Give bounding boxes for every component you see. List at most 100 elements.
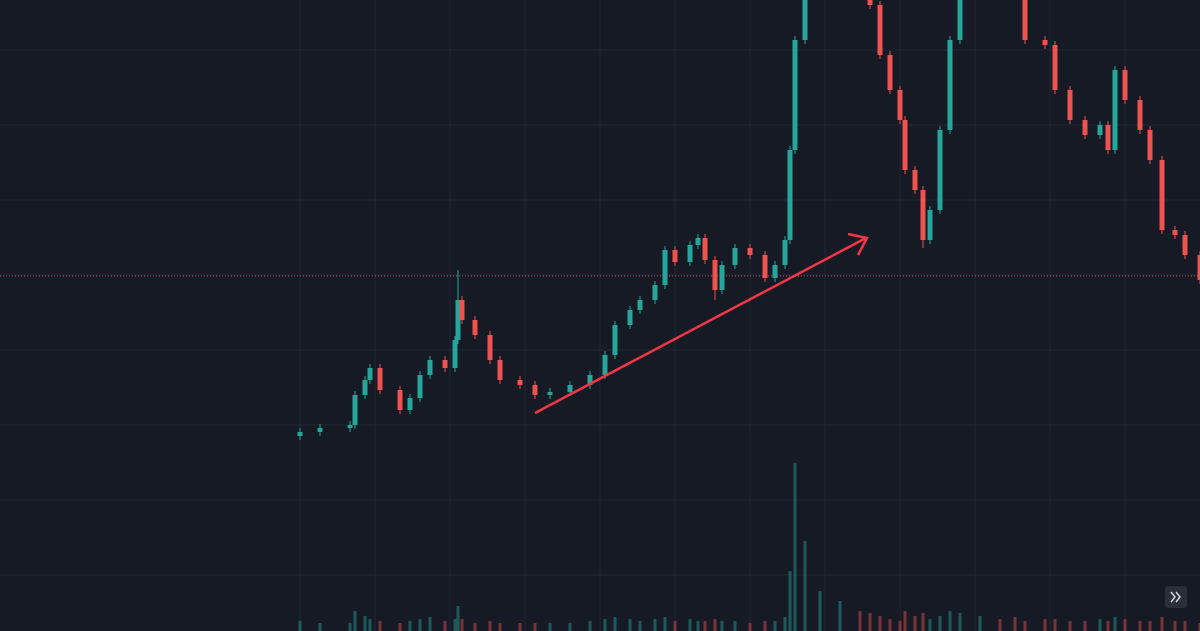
volume-bar xyxy=(788,571,792,631)
candle-body xyxy=(352,395,358,425)
volume-bar xyxy=(1113,617,1117,631)
volume-bar xyxy=(353,611,357,631)
volume-bar xyxy=(763,621,767,631)
volume-bar xyxy=(673,621,677,631)
volume-bar xyxy=(453,619,457,631)
candle-body xyxy=(602,355,608,375)
volume-bar xyxy=(318,623,322,631)
candle-body xyxy=(947,40,953,130)
scroll-icon[interactable] xyxy=(1170,591,1176,603)
candle-body xyxy=(695,238,701,245)
volume-bar xyxy=(688,619,692,631)
candle-body xyxy=(1082,120,1088,135)
volume-bar xyxy=(793,463,797,631)
candle-body xyxy=(902,120,908,170)
volume-bar xyxy=(958,613,962,631)
candle-body xyxy=(672,250,678,262)
candle-body xyxy=(367,368,373,380)
volume-bar xyxy=(603,619,607,631)
arrow-head xyxy=(847,232,869,256)
candle-body xyxy=(712,260,718,290)
volume-bar xyxy=(1043,619,1047,631)
volume-bar xyxy=(913,616,917,631)
volume-bar xyxy=(488,621,492,631)
candle-body xyxy=(397,390,403,410)
volume-bar xyxy=(878,616,882,631)
candle-body xyxy=(920,190,926,240)
candle-body xyxy=(1137,100,1143,130)
volume-bar xyxy=(1083,621,1087,631)
volume-bar xyxy=(703,621,707,631)
volume-bar xyxy=(948,611,952,631)
volume-bar xyxy=(1183,621,1187,631)
candle-body xyxy=(452,340,458,368)
volume-bar xyxy=(898,621,902,631)
volume-bar xyxy=(903,611,907,631)
volume-bar xyxy=(1023,621,1027,631)
candle-body xyxy=(787,150,793,240)
candle-body xyxy=(472,320,478,335)
volume-bar xyxy=(998,619,1002,631)
candle-body xyxy=(912,170,918,190)
candle-body xyxy=(762,255,768,278)
candle-body xyxy=(1022,0,1028,40)
volume-bar xyxy=(1198,623,1200,631)
volume-bar xyxy=(398,623,402,631)
candle-body xyxy=(782,240,788,265)
candle-body xyxy=(407,398,413,410)
volume-bar xyxy=(733,621,737,631)
candle-body xyxy=(772,265,778,278)
trend-arrow xyxy=(534,236,867,415)
candle-body xyxy=(517,380,523,385)
candle-body xyxy=(887,55,893,90)
scroll-button-bg[interactable] xyxy=(1165,586,1187,608)
candle-body xyxy=(1147,130,1153,160)
candle-body xyxy=(662,250,668,285)
volume-bar xyxy=(1160,617,1164,631)
candle-body xyxy=(1122,70,1128,100)
volume-bar xyxy=(1068,621,1072,631)
volume-bar xyxy=(348,623,352,631)
candle-body xyxy=(867,0,873,5)
volume-bar xyxy=(838,601,842,631)
volume-bar xyxy=(803,541,807,631)
scroll-button[interactable] xyxy=(1165,586,1187,608)
volume-bar xyxy=(921,613,925,631)
candle-body xyxy=(377,368,383,390)
candle-body xyxy=(362,380,368,395)
candle-body xyxy=(1105,125,1111,150)
candle-body xyxy=(547,392,553,395)
candle-body xyxy=(637,300,643,310)
candle-body xyxy=(417,375,423,398)
volume-bar xyxy=(696,621,700,631)
candle-body xyxy=(747,248,753,255)
candle-body xyxy=(927,210,933,240)
volume-bar xyxy=(858,611,862,631)
candle-body xyxy=(1182,235,1188,255)
volume-bar xyxy=(456,606,460,631)
volume-bar xyxy=(568,623,572,631)
scroll-icon[interactable] xyxy=(1175,591,1181,603)
volume-bar xyxy=(628,619,632,631)
candle-body xyxy=(317,428,323,432)
candle-body xyxy=(802,0,808,40)
volume-bar xyxy=(1053,619,1057,631)
volume-bar xyxy=(428,617,432,631)
candle-body xyxy=(532,385,538,395)
candle-body xyxy=(1112,70,1118,150)
volume-bar xyxy=(748,623,752,631)
candle-body xyxy=(1197,255,1200,280)
candle-body xyxy=(427,360,433,375)
candle-body xyxy=(567,385,573,392)
candle-body xyxy=(937,130,943,210)
volume-bar xyxy=(868,613,872,631)
volume-bar xyxy=(1013,617,1017,631)
candle-body xyxy=(877,5,883,55)
volume-bar xyxy=(518,623,522,631)
candle-body xyxy=(497,360,503,380)
candle-body xyxy=(459,300,465,320)
volume-bar xyxy=(473,623,477,631)
volume-bar xyxy=(498,623,502,631)
volume-bar xyxy=(588,621,592,631)
